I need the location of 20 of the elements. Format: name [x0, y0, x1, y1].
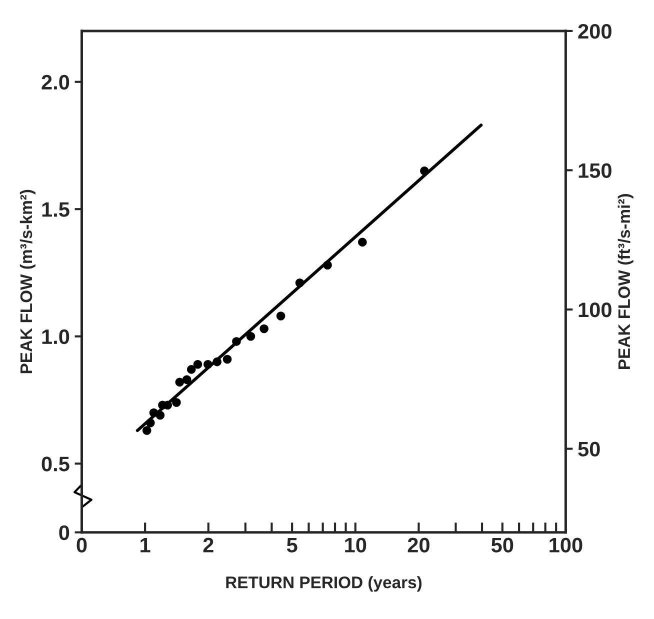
x-tick-label: 10: [345, 538, 366, 553]
y2-tick-label: 100: [578, 302, 612, 318]
y2-tick-label: 50: [578, 442, 600, 457]
y-tick-label: 1.0: [42, 329, 70, 344]
x-tick-label: 1: [140, 538, 150, 552]
y-axis-title: PEAK FLOW (m³/s-km²): [20, 190, 36, 374]
y2-tick-label: 150: [578, 163, 612, 178]
y2-tick-label: 200: [578, 24, 612, 39]
x-axis-title: RETURN PERIOD (years): [226, 576, 422, 592]
x-tick-label: 20: [408, 538, 430, 553]
y-tick-label: 1.5: [42, 202, 70, 217]
y-tick-label: 2.0: [42, 74, 70, 90]
x-tick-label: 0: [76, 538, 87, 553]
x-tick-label: 5: [286, 538, 298, 553]
y-tick-label: 0.5: [42, 456, 70, 472]
x-tick-label: 2: [203, 538, 214, 552]
x-tick-label: 100: [550, 538, 582, 553]
y-tick-label: 0: [59, 525, 70, 540]
y2-axis-title: PEAK FLOW (ft³/s-mi²): [618, 194, 634, 369]
x-tick-label: 50: [491, 538, 514, 553]
